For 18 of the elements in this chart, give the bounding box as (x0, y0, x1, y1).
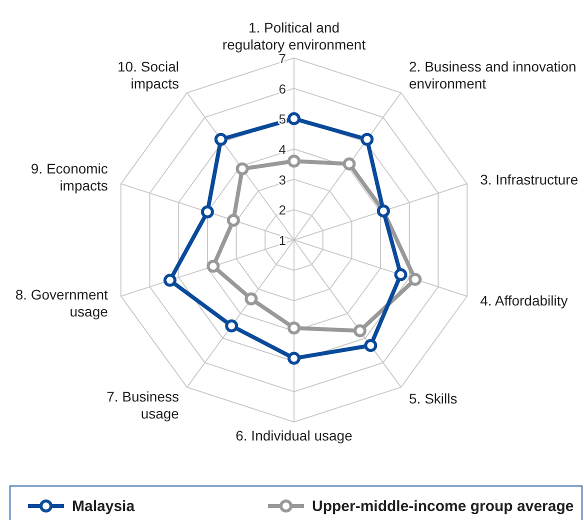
y-tick-label: 3 (278, 172, 286, 188)
spoke-label: 8. Government usage (15, 286, 108, 320)
spoke-label: 1. Political and regulatory environment (222, 19, 366, 52)
legend-label: Malaysia (72, 498, 136, 515)
spoke-label: 4. Affordability (480, 292, 568, 308)
y-tick-label: 4 (278, 142, 286, 157)
y-tick-label: 1 (278, 233, 286, 248)
y-tick-label: 7 (278, 51, 286, 66)
spoke-label: 9. Economic impacts (30, 160, 108, 194)
spoke-label: 5. Skills (409, 390, 458, 406)
spoke-label: 3. Infrastructure (480, 172, 578, 188)
y-tick-label: 2 (278, 202, 286, 218)
spoke-label: 7. Business usage (106, 388, 180, 422)
spoke-label: 10. Social impacts (118, 58, 179, 92)
legend-label: Upper-middle-income group average (312, 498, 574, 515)
spoke-label: 2. Business and innovation environment (409, 58, 576, 92)
y-tick-label: 6 (278, 81, 286, 96)
spoke-label: 6. Individual usage (236, 428, 353, 444)
